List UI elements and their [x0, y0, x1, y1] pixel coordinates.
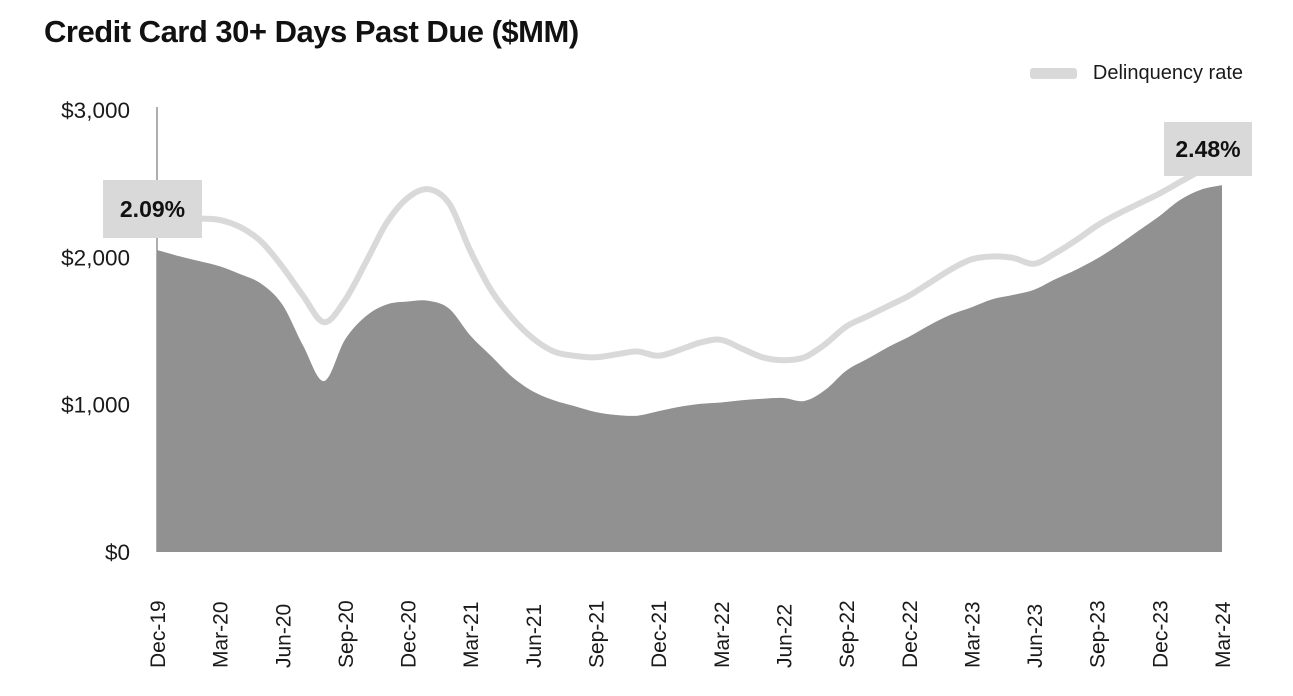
x-axis-tick-label: Mar-20 — [210, 601, 233, 668]
delinquency-rate-line-series — [154, 157, 1225, 364]
data-label-end-delinquency-rate: 2.48% — [1164, 122, 1252, 176]
x-axis-tick-label: Sep-23 — [1087, 600, 1110, 668]
x-axis-tick-label: Dec-19 — [147, 600, 170, 668]
x-axis-tick-label: Dec-20 — [398, 600, 421, 668]
y-axis-tick-label: $1,000 — [61, 393, 130, 418]
x-axis-tick-label: Jun-23 — [1024, 604, 1047, 668]
x-axis-tick-label: Dec-22 — [899, 600, 922, 668]
x-axis-tick-label: Jun-21 — [523, 604, 546, 668]
data-label-start-delinquency-rate: 2.09% — [103, 180, 202, 238]
chart-title: Credit Card 30+ Days Past Due ($MM) — [44, 14, 579, 49]
x-axis-tick-label: Mar-21 — [460, 601, 483, 668]
legend: Delinquency rate — [1029, 62, 1243, 85]
x-axis-tick-label: Mar-24 — [1212, 601, 1235, 668]
y-axis-tick-label: $0 — [105, 540, 130, 565]
legend-label-delinquency-rate: Delinquency rate — [1092, 62, 1243, 84]
legend-swatch-delinquency-rate-icon — [1029, 68, 1077, 79]
x-axis-tick-label: Dec-21 — [648, 600, 671, 668]
x-axis-tick-label: Sep-21 — [586, 600, 609, 668]
past-due-area-series — [157, 185, 1222, 552]
y-axis-tick-label: $2,000 — [61, 245, 130, 270]
x-axis-tick-label: Mar-23 — [961, 601, 984, 668]
x-axis-tick-label: Mar-22 — [711, 601, 734, 668]
x-axis-tick-label: Sep-20 — [335, 600, 358, 668]
x-axis-tick-label: Jun-22 — [773, 604, 796, 668]
x-axis-tick-label: Sep-22 — [836, 600, 859, 668]
x-axis-tick-label: Dec-23 — [1149, 600, 1172, 668]
x-axis-tick-label: Jun-20 — [272, 604, 295, 668]
y-axis-tick-label: $3,000 — [61, 98, 130, 123]
